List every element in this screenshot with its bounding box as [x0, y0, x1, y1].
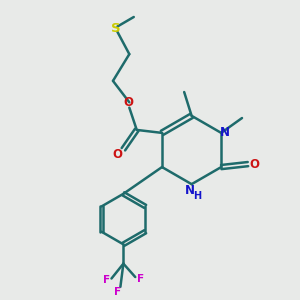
Text: O: O	[112, 148, 122, 161]
Text: N: N	[185, 184, 195, 197]
Text: F: F	[137, 274, 144, 284]
Text: F: F	[115, 287, 122, 297]
Text: F: F	[103, 275, 110, 285]
Text: N: N	[220, 125, 230, 139]
Text: O: O	[250, 158, 260, 171]
Text: H: H	[193, 191, 201, 201]
Text: S: S	[111, 22, 121, 35]
Text: O: O	[124, 96, 134, 109]
